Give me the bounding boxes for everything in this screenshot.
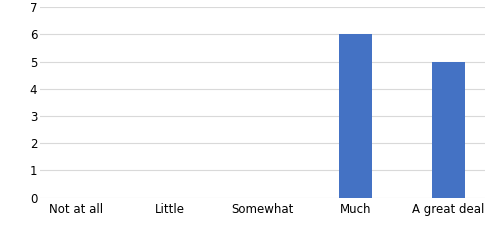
- Bar: [432, 62, 465, 198]
- Bar: [339, 34, 372, 198]
